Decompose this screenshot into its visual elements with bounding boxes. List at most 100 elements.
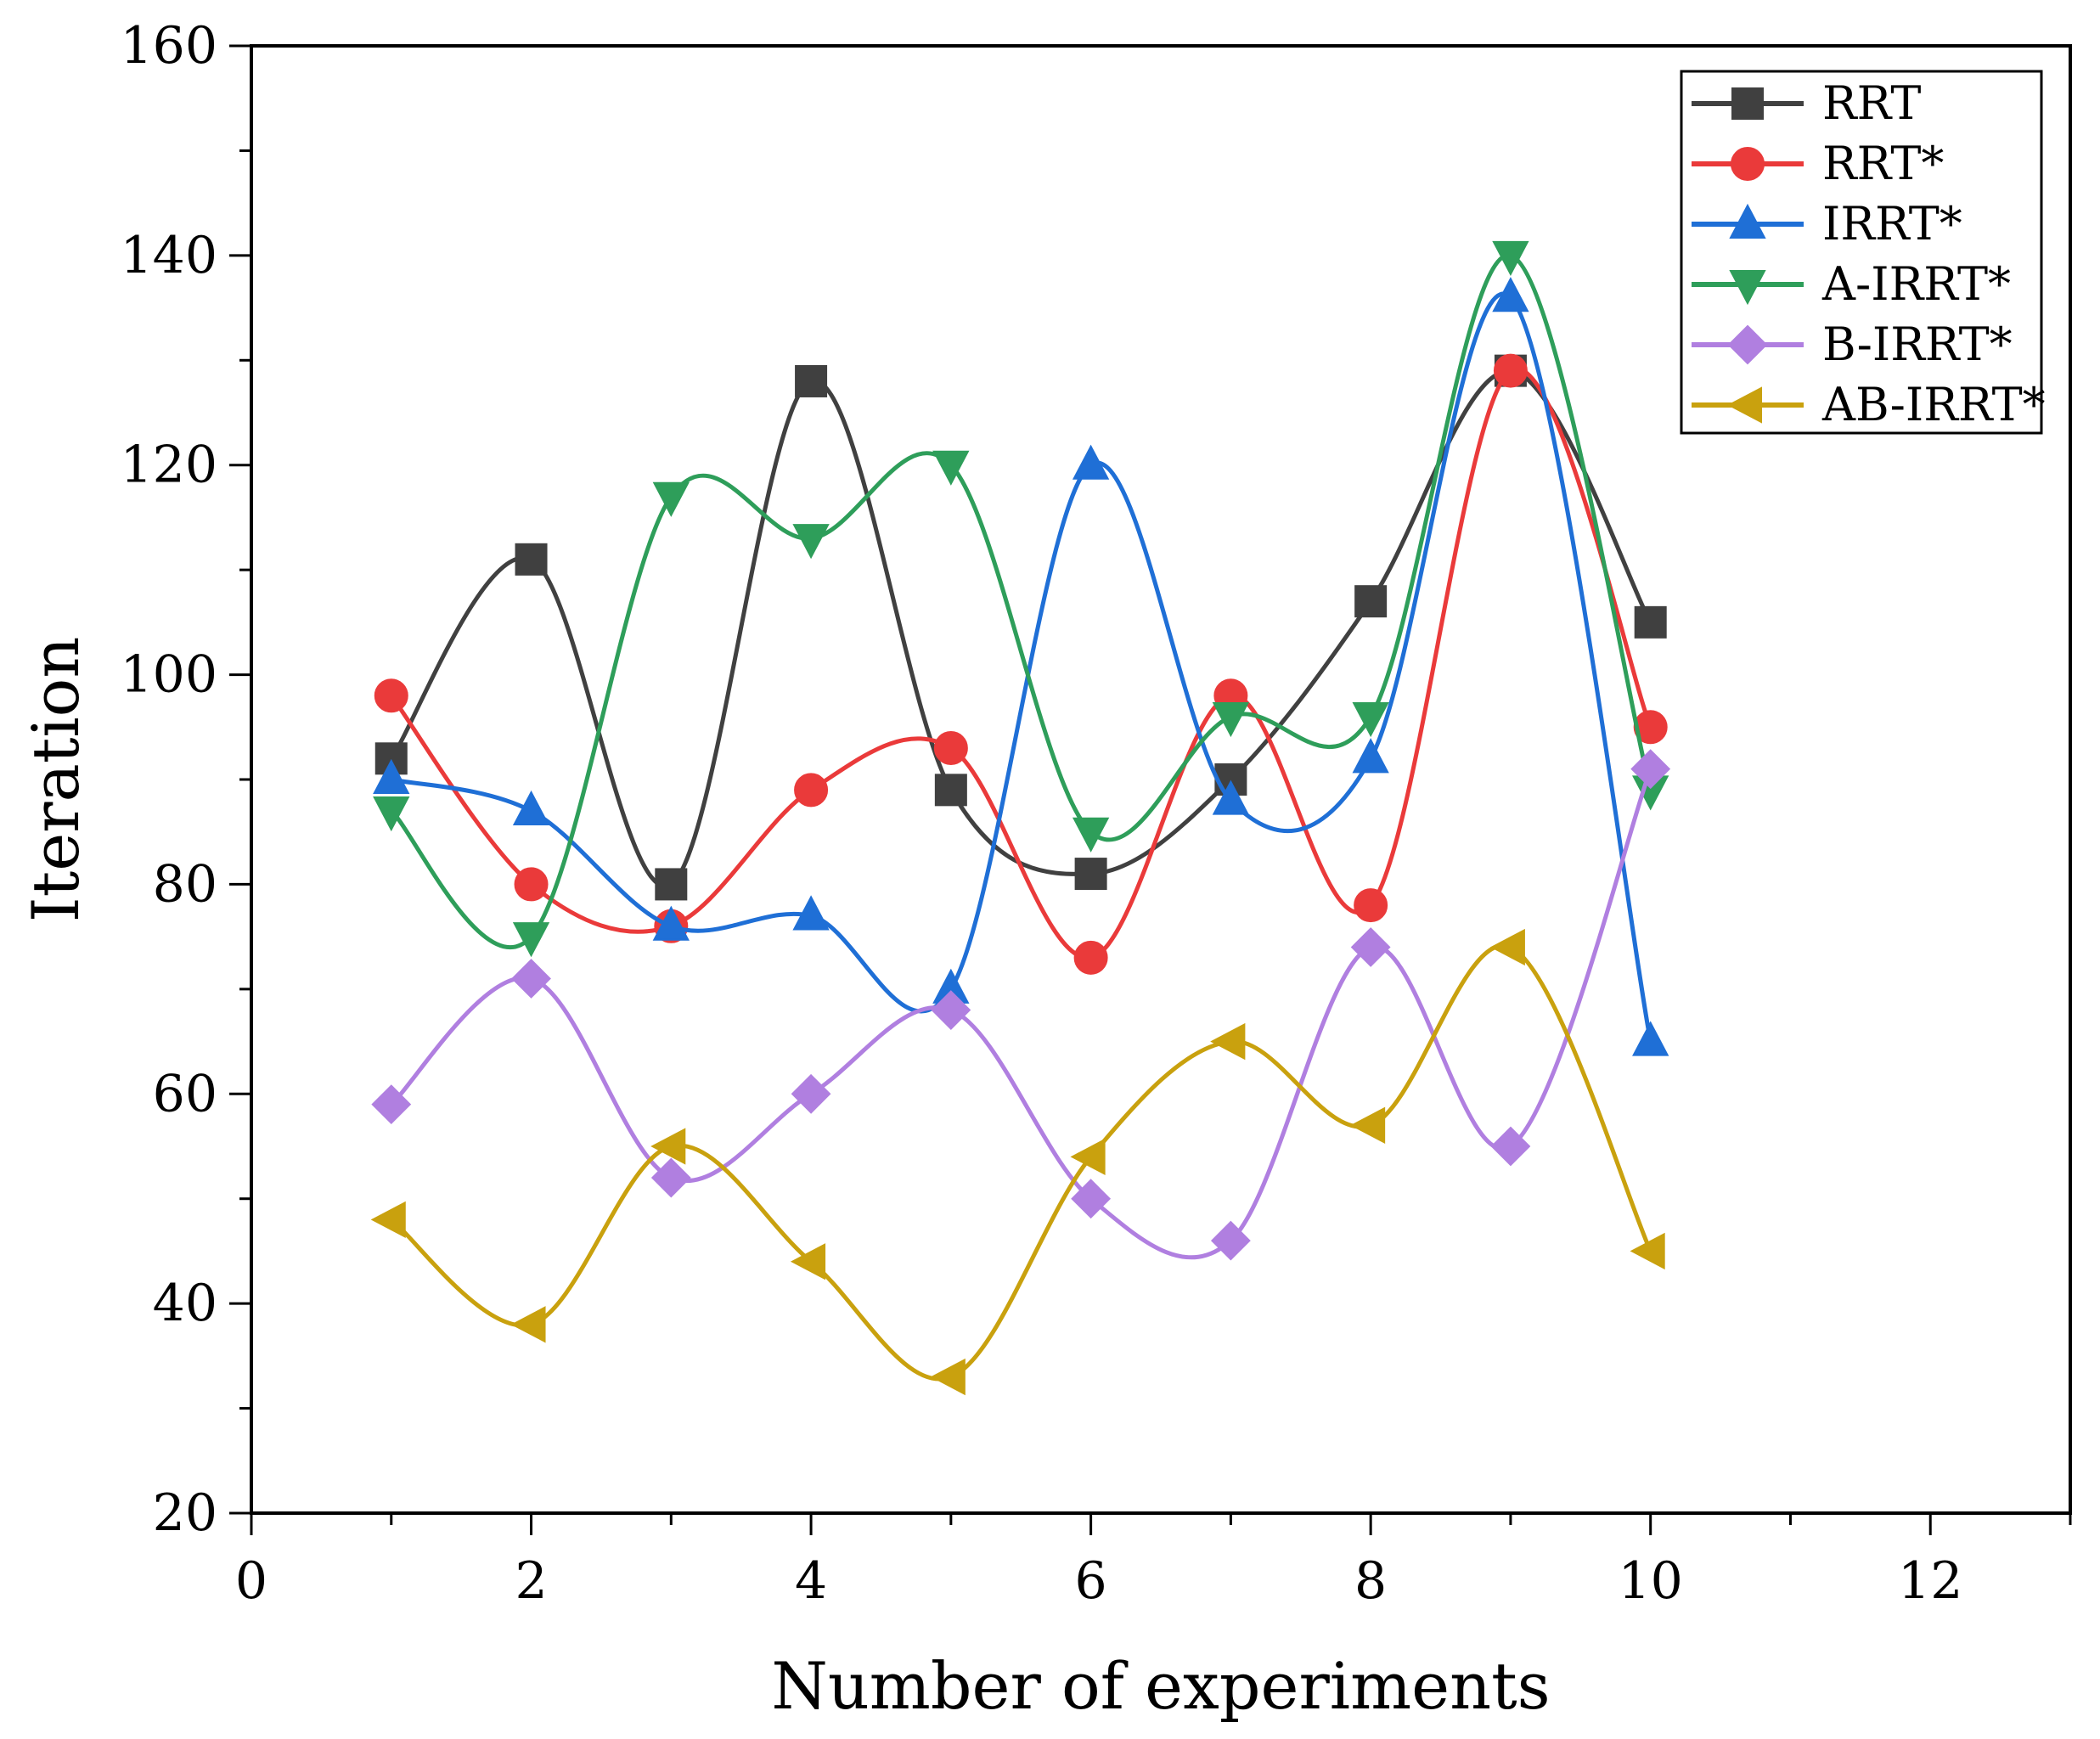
series-line <box>390 253 1653 949</box>
data-point <box>1072 817 1110 853</box>
x-tick-label: 6 <box>1075 1551 1107 1611</box>
data-point <box>1489 928 1525 966</box>
legend-marker <box>1726 386 1762 424</box>
data-point <box>1070 1138 1106 1175</box>
data-point <box>1352 738 1389 774</box>
legend-label: RRT <box>1822 76 1921 130</box>
legend-item: RRT <box>1692 76 1921 130</box>
series-B-IRRT* <box>371 749 1671 1261</box>
data-point <box>792 895 830 931</box>
y-tick-label: 160 <box>120 16 217 76</box>
data-point <box>1212 701 1250 738</box>
data-point <box>1490 1126 1531 1167</box>
data-point <box>1350 927 1391 967</box>
legend-label: RRT* <box>1822 137 1944 190</box>
data-point <box>933 730 968 765</box>
data-point <box>934 774 967 807</box>
series-RRT <box>374 354 1667 901</box>
data-point <box>1634 605 1667 639</box>
data-point <box>370 1201 406 1239</box>
data-point <box>650 1157 691 1198</box>
data-point <box>1632 1021 1669 1056</box>
legend-marker <box>1729 270 1766 306</box>
legend-label: A-IRRT* <box>1821 257 2011 311</box>
data-point <box>511 959 551 999</box>
data-point <box>652 905 690 941</box>
data-point <box>1212 779 1250 815</box>
y-axis-title: Iteration <box>18 637 93 923</box>
y-tick-label: 80 <box>153 854 217 914</box>
data-point <box>791 1073 831 1114</box>
data-point <box>373 758 410 794</box>
data-point <box>790 1243 826 1280</box>
x-tick-label: 2 <box>515 1551 547 1611</box>
data-point <box>371 1084 412 1125</box>
data-point <box>1354 888 1388 923</box>
data-point <box>1633 710 1668 745</box>
y-tick-label: 100 <box>120 645 217 705</box>
data-point <box>1493 353 1528 388</box>
data-point <box>514 867 549 902</box>
data-point <box>1630 749 1671 790</box>
legend-box <box>1680 70 2043 435</box>
data-point <box>515 543 548 576</box>
y-tick-label: 120 <box>120 436 217 495</box>
data-point <box>1630 1232 1665 1270</box>
data-point <box>931 990 971 1030</box>
legend-item: AB-IRRT* <box>1692 378 2046 431</box>
y-tick-label: 40 <box>153 1274 217 1333</box>
data-point <box>652 481 690 517</box>
data-point <box>1072 444 1110 480</box>
data-point <box>1071 1179 1112 1219</box>
y-tick-label: 60 <box>153 1064 217 1123</box>
x-axis-title: Number of experiments <box>771 1648 1550 1724</box>
legend-marker <box>1731 87 1764 120</box>
x-tick-label: 12 <box>1898 1551 1962 1611</box>
legend-item: IRRT* <box>1692 197 1962 250</box>
data-point <box>1354 585 1388 618</box>
legend-marker <box>1727 324 1768 365</box>
data-point <box>794 773 829 808</box>
legend-label: AB-IRRT* <box>1821 378 2046 431</box>
legend: RRT RRT* IRRT* A-IRRT* B-IRRT* AB-IRRT* <box>1680 70 2046 435</box>
y-tick-label: 20 <box>153 1483 217 1543</box>
data-point <box>1073 940 1108 975</box>
x-tick-label: 4 <box>795 1551 827 1611</box>
y-tick-label: 140 <box>120 226 217 285</box>
data-point <box>795 364 828 397</box>
data-point <box>512 922 550 958</box>
series-layer <box>370 240 1671 1396</box>
legend-item: RRT* <box>1692 137 1944 190</box>
series-RRT* <box>374 353 1668 975</box>
data-point <box>1350 1106 1386 1144</box>
series-line <box>389 366 1653 960</box>
data-point <box>512 790 550 826</box>
data-point <box>1074 858 1107 891</box>
data-point <box>792 524 830 560</box>
series-AB-IRRT* <box>370 928 1665 1396</box>
legend-label: IRRT* <box>1822 197 1962 250</box>
x-tick-label: 10 <box>1619 1551 1683 1611</box>
data-point <box>510 1306 546 1343</box>
legend-label: B-IRRT* <box>1822 318 2013 371</box>
data-point <box>930 1358 966 1396</box>
legend-marker <box>1729 203 1766 239</box>
data-point <box>1492 277 1529 312</box>
legend-item: B-IRRT* <box>1692 318 2013 371</box>
legend-marker <box>1731 147 1765 181</box>
data-point <box>373 796 410 832</box>
data-point <box>1210 1022 1246 1061</box>
axis-ticks: 0 2 4 6 8 10 12 20 40 60 80 100 120 140 160 <box>120 16 2072 1611</box>
data-point <box>1210 1220 1251 1261</box>
data-point <box>932 450 970 486</box>
series-IRRT* <box>373 277 1669 1056</box>
data-point <box>1492 240 1529 277</box>
legend-item: A-IRRT* <box>1692 257 2011 311</box>
series-line <box>390 943 1652 1382</box>
data-point <box>650 1128 686 1165</box>
data-point <box>1352 701 1389 738</box>
data-point <box>374 678 408 713</box>
series-line <box>390 768 1653 1260</box>
data-point <box>655 868 688 901</box>
